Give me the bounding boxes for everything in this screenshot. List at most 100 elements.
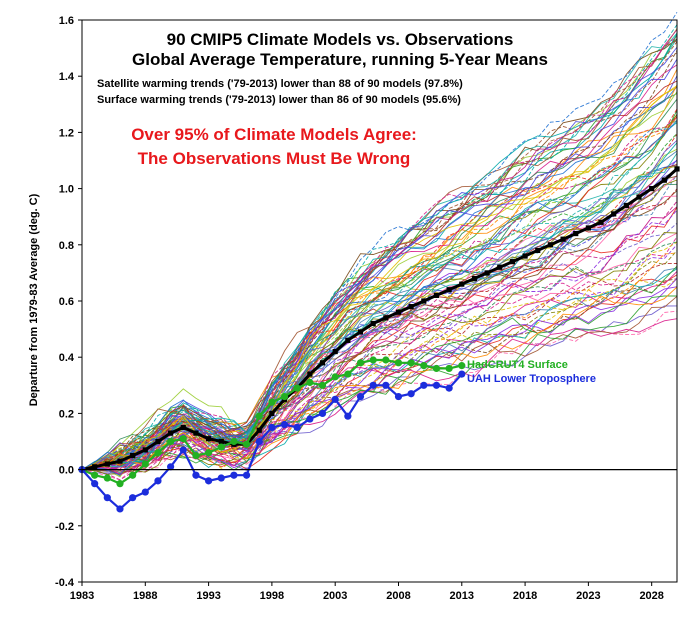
data-point (319, 360, 326, 366)
model-run-line (81, 139, 678, 471)
y-axis-label: Departure from 1979-83 Average (deg. C) (28, 193, 40, 406)
data-point (611, 211, 617, 217)
model-run-line (81, 165, 678, 471)
data-point (230, 471, 238, 479)
data-point (217, 474, 225, 482)
data-point (407, 359, 415, 367)
data-point (204, 477, 213, 485)
model-run-line (81, 116, 678, 474)
data-point (509, 259, 516, 265)
data-point (204, 449, 213, 457)
model-run-line (81, 50, 678, 471)
model-run-line (81, 152, 678, 471)
data-point (179, 446, 187, 454)
data-point (230, 437, 238, 446)
legend-uah: UAH Lower Troposphere (467, 373, 596, 385)
data-point (92, 464, 98, 470)
model-run-line (81, 28, 678, 470)
data-point (268, 423, 276, 432)
data-point (382, 356, 390, 364)
data-point (573, 230, 579, 237)
data-point (91, 480, 99, 488)
chart-subtitle: Global Average Temperature, running 5-Ye… (132, 50, 548, 69)
model-run-line (81, 75, 678, 471)
data-point (141, 460, 149, 468)
model-run-line (81, 295, 678, 471)
data-point (598, 219, 604, 225)
data-point (432, 381, 441, 389)
data-point (129, 471, 137, 479)
model-run-line (81, 12, 678, 470)
data-point (344, 370, 352, 378)
data-point (180, 424, 186, 431)
y-tick-label: 0.8 (59, 240, 74, 252)
data-point (306, 415, 314, 423)
model-run-line (81, 209, 678, 471)
data-point (293, 384, 301, 392)
y-tick-label: -0.4 (55, 577, 75, 589)
data-point (269, 410, 275, 416)
data-point (445, 364, 453, 373)
data-point (522, 253, 528, 259)
data-point (636, 194, 642, 200)
y-tick-label: -0.2 (55, 521, 74, 533)
data-point (104, 461, 110, 467)
data-point (268, 398, 276, 406)
data-point (407, 390, 415, 398)
callout-line-1: Over 95% of Climate Models Agree: (131, 125, 417, 144)
data-point (103, 494, 111, 502)
data-point (433, 292, 440, 298)
data-point (154, 449, 162, 457)
data-point (318, 381, 327, 389)
x-tick-label: 2023 (576, 590, 600, 602)
model-run-line (81, 241, 678, 471)
data-point (167, 463, 175, 471)
model-run-line (81, 142, 678, 471)
model-run-line (81, 133, 678, 471)
data-point (661, 177, 667, 183)
model-run-line (81, 33, 678, 474)
model-run-line (81, 252, 678, 471)
model-run-line (81, 108, 678, 471)
data-point (142, 447, 148, 453)
data-point (179, 435, 187, 443)
data-point (370, 320, 376, 327)
data-point (458, 370, 466, 378)
model-run-line (81, 310, 678, 481)
model-run-line (81, 85, 678, 471)
data-point (357, 329, 364, 335)
model-run-line (81, 318, 678, 476)
data-point (394, 392, 403, 401)
x-tick-label: 2013 (450, 590, 474, 602)
x-tick-label: 1988 (133, 590, 157, 602)
data-point (369, 381, 377, 389)
y-tick-label: 0.4 (59, 352, 75, 364)
data-point (306, 378, 314, 387)
x-tick-label: 1983 (70, 590, 94, 602)
data-point (141, 488, 149, 496)
data-point (585, 225, 591, 231)
data-point (116, 480, 124, 488)
y-tick-label: 0.2 (59, 408, 74, 420)
model-runs (81, 12, 678, 481)
callout-line-2: The Observations Must Be Wrong (138, 149, 411, 168)
model-run-line (81, 278, 678, 471)
note-satellite: Satellite warming trends ('79-2013) lowe… (97, 78, 463, 90)
data-point (535, 247, 541, 254)
x-tick-label: 1993 (196, 590, 220, 602)
data-point (484, 270, 490, 276)
data-point (307, 371, 313, 377)
data-point (420, 381, 428, 389)
data-point (103, 474, 111, 482)
data-point (623, 202, 629, 209)
data-point (293, 423, 301, 432)
data-point (345, 337, 351, 343)
data-point (255, 437, 263, 446)
data-point (332, 348, 338, 355)
chart-title: 90 CMIP5 Climate Models vs. Observations (167, 30, 514, 49)
data-point (432, 364, 441, 373)
x-tick-label: 2028 (639, 590, 663, 602)
data-point (167, 437, 175, 446)
data-point (318, 409, 327, 417)
